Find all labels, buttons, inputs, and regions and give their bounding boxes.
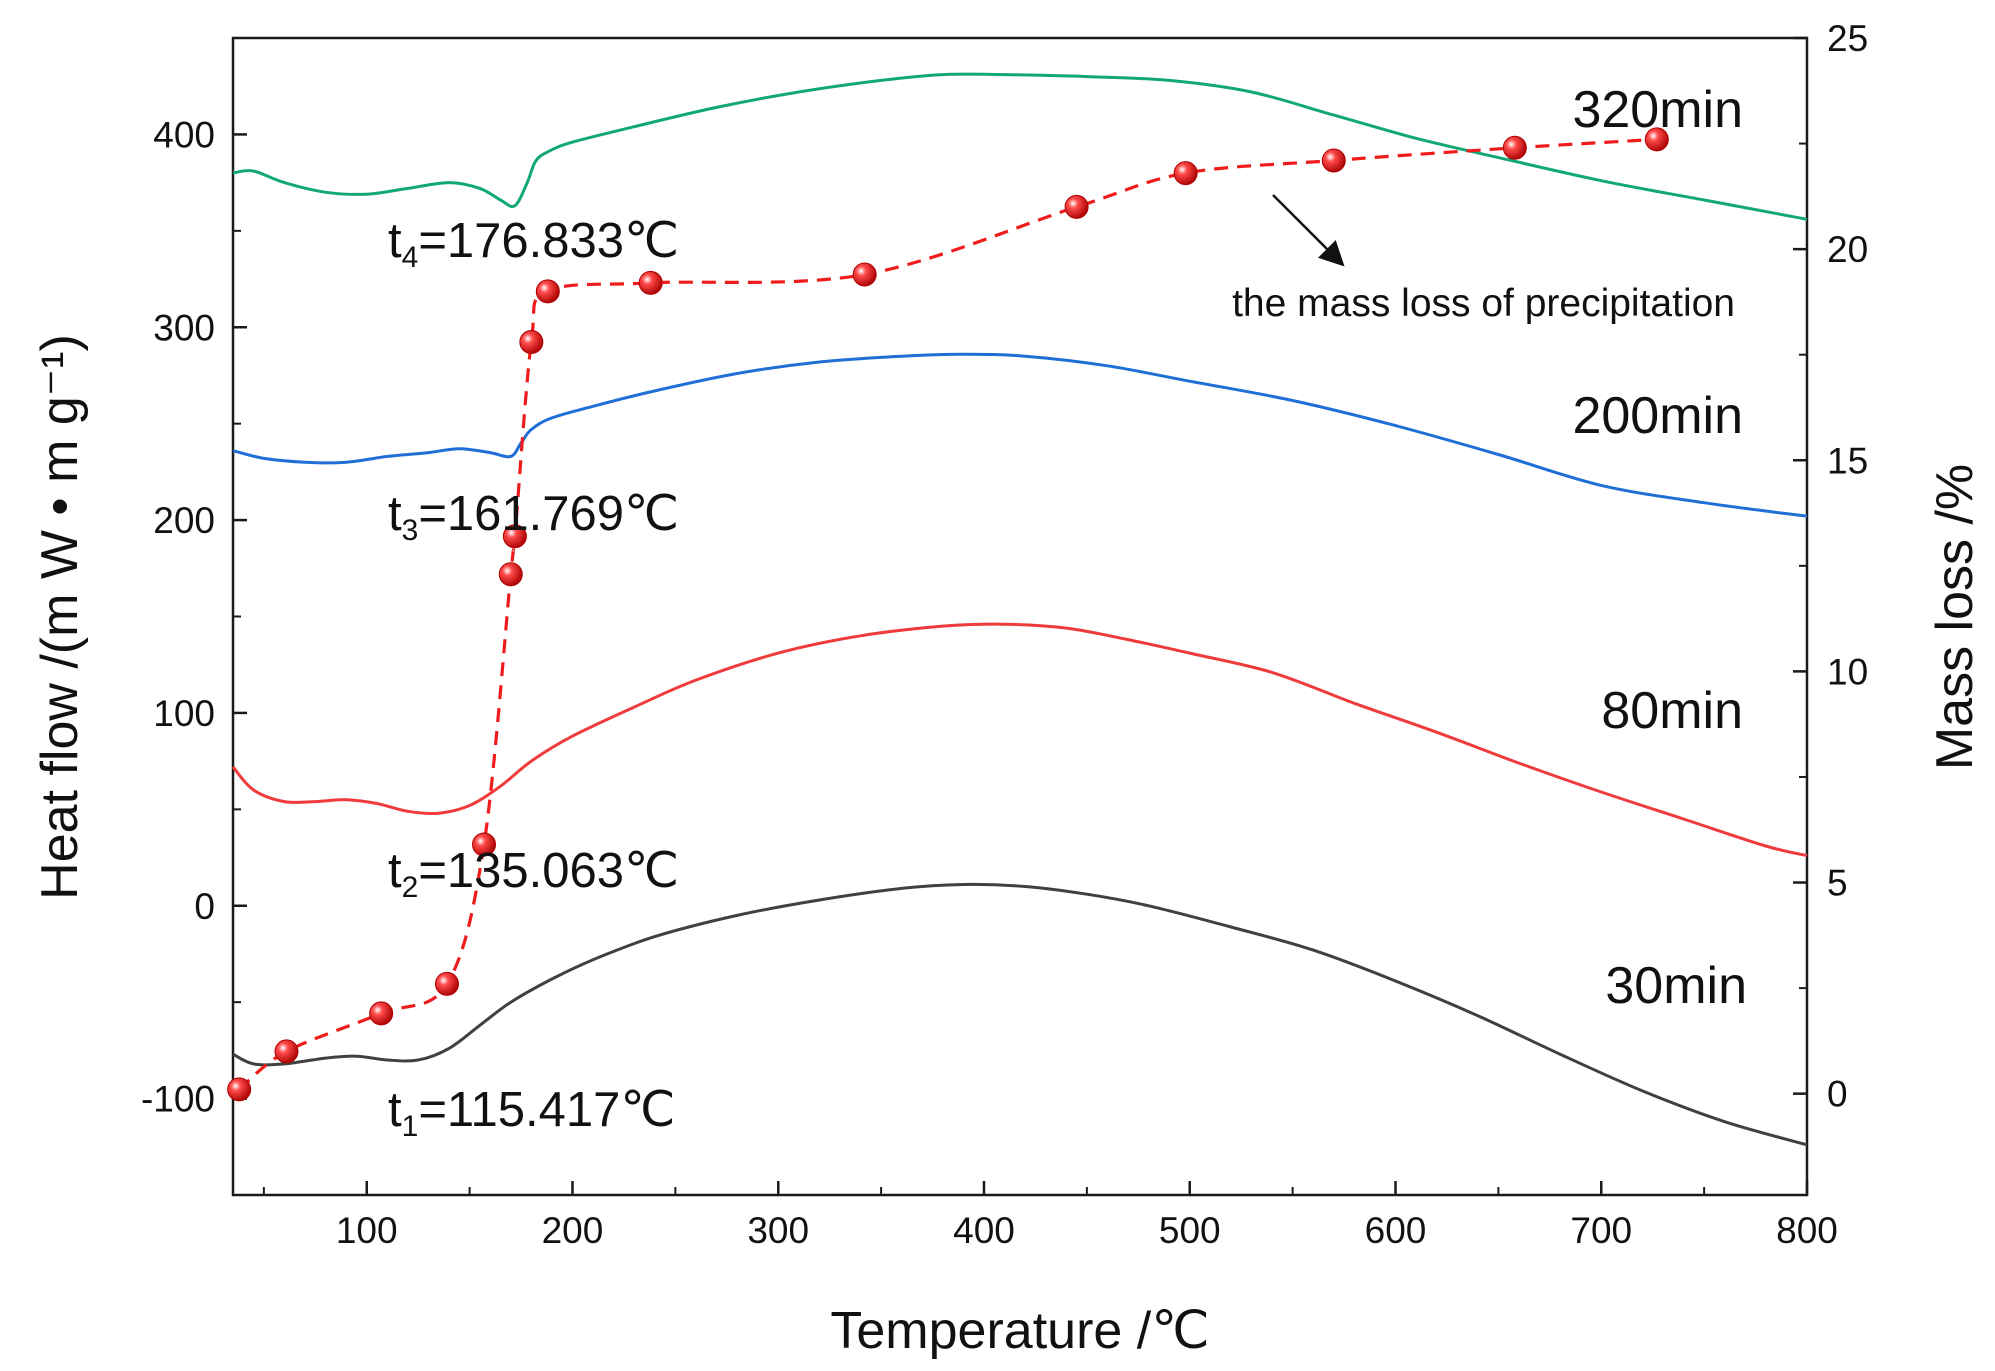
annotation-t2-sub: 2 (402, 871, 419, 904)
annotation-t3-label: t (388, 487, 402, 541)
y2-tick-label-5: 5 (1827, 863, 1848, 904)
annotation-t3-sub: 3 (402, 514, 419, 547)
plot-frame (231, 36, 1809, 1197)
mass-loss-point-0 (227, 1077, 252, 1102)
series-label-320min: 320min (1572, 81, 1743, 139)
mass-loss-point-4 (472, 832, 497, 857)
mass-loss-point-8 (535, 279, 560, 304)
annotation-t2-value: =135.063℃ (418, 844, 679, 898)
mass-loss-point-12 (1173, 161, 1198, 186)
markers-layer (227, 127, 1669, 1102)
mass-loss-point-1 (274, 1039, 299, 1064)
y-tick-label-100: 100 (153, 693, 215, 734)
y2-tick-label-15: 15 (1827, 440, 1868, 481)
series-line-30min (232, 882, 1808, 1147)
x-axis-title: Temperature /℃ (830, 1302, 1209, 1360)
annotation-t3-value: =161.769℃ (418, 487, 679, 541)
mass-loss-point-10 (852, 262, 877, 287)
mass-loss-point-7 (519, 330, 544, 355)
x-tick-label-300: 300 (747, 1210, 809, 1251)
series-label-200min: 200min (1572, 387, 1743, 445)
annotation-t1-sub: 1 (402, 1110, 419, 1143)
x-tick-label-700: 700 (1570, 1210, 1632, 1251)
y-tick-label--100: -100 (141, 1079, 215, 1120)
y-tick-label-200: 200 (153, 500, 215, 541)
x-tick-label-400: 400 (953, 1210, 1015, 1251)
annotation-t3: t3=161.769℃ (388, 487, 679, 547)
x-axis-ticks: 100 200 300 400 500 600 700 800 (262, 1181, 1838, 1251)
y-axis-title: Heat flow /(m W • m g⁻¹) (31, 334, 89, 900)
y-tick-label-300: 300 (153, 307, 215, 348)
mass-loss-point-2 (369, 1001, 394, 1026)
mass-loss-point-14 (1502, 135, 1527, 160)
series-line-80min (231, 622, 1808, 858)
y2-axis-ticks: 0 5 10 15 20 25 (1793, 18, 1868, 1115)
mass-loss-point-11 (1064, 194, 1089, 219)
mass-loss-point-15 (1644, 127, 1669, 152)
mass-loss-arrow (1272, 194, 1345, 267)
series-labels: 30min 80min 200min 320min (1572, 81, 1747, 1015)
mass-loss-point-6 (502, 524, 527, 549)
x-tick-label-100: 100 (336, 1210, 398, 1251)
series-label-80min: 80min (1601, 682, 1743, 740)
series-label-30min: 30min (1605, 957, 1747, 1015)
mass-loss-point-5 (498, 562, 523, 587)
y2-tick-label-20: 20 (1827, 229, 1868, 270)
annotation-t1-label: t (388, 1083, 402, 1137)
annotation-t4-sub: 4 (402, 241, 419, 274)
y2-tick-label-10: 10 (1827, 651, 1868, 692)
y2-axis-title: Mass loss /% (1926, 464, 1984, 770)
x-tick-label-200: 200 (542, 1210, 604, 1251)
y2-tick-label-25: 25 (1827, 18, 1868, 59)
mass-loss-note: the mass loss of precipitation (1232, 282, 1735, 325)
series-line-200min (232, 352, 1808, 518)
mass-loss-point-13 (1321, 148, 1346, 173)
annotation-t1-value: =115.417℃ (418, 1083, 675, 1137)
series-line-320min (232, 72, 1808, 221)
y-tick-label-400: 400 (153, 114, 215, 155)
annotation-t4: t4=176.833℃ (388, 214, 679, 274)
x-tick-label-800: 800 (1776, 1210, 1838, 1251)
mass-loss-point-9 (638, 270, 663, 295)
annotation-t2-label: t (388, 844, 402, 898)
y2-tick-label-0: 0 (1827, 1074, 1848, 1115)
annotation-t1: t1=115.417℃ (388, 1083, 675, 1143)
mass-loss-point-3 (434, 971, 459, 996)
y-axis-ticks: -100 0 100 200 300 400 (141, 37, 247, 1196)
annotation-t4-value: =176.833℃ (418, 214, 679, 268)
annotation-t4-label: t (388, 214, 402, 268)
y-tick-label-0: 0 (194, 886, 215, 927)
x-tick-label-600: 600 (1365, 1210, 1427, 1251)
x-tick-label-500: 500 (1159, 1210, 1221, 1251)
annotation-t2: t2=135.063℃ (388, 844, 679, 904)
